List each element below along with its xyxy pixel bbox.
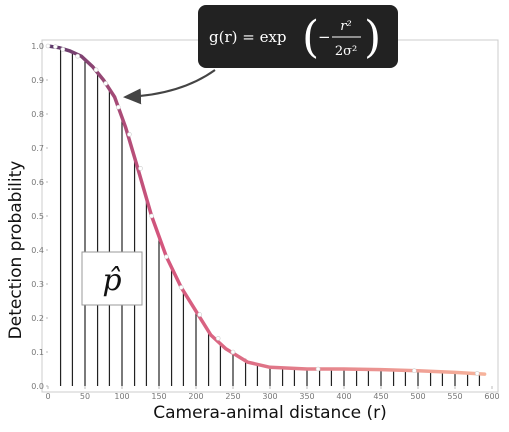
x-tick-label: 150 (151, 392, 166, 401)
curve-point (53, 44, 58, 49)
curve-point (116, 104, 121, 110)
curve-point (45, 43, 51, 49)
x-tick-label: 400 (336, 392, 351, 401)
curve-point (315, 366, 321, 372)
formula-box (198, 5, 398, 68)
x-tick-label: 250 (225, 392, 240, 401)
y-tick-label: 0.6 (31, 178, 44, 187)
y-tick-label: 0.3 (31, 280, 44, 289)
curve-point (178, 285, 184, 290)
curve-point (127, 132, 132, 137)
marks: 0.0 0.1 0.2 0.3 0.4 0.5 0.6 0.7 0.8 0.9 1.0 0 50 100 1… (31, 42, 499, 401)
curve-point (75, 53, 80, 59)
paren: ( (302, 12, 319, 63)
y-tick-label: 0.8 (31, 110, 44, 119)
x-tick-label: 600 (484, 392, 499, 401)
curve-point (60, 47, 66, 52)
curve-point (215, 336, 221, 341)
x-tick-label: 0 (45, 392, 50, 401)
y-tick-label: 0.7 (31, 144, 44, 153)
curve-point (197, 312, 202, 317)
curve-point (93, 67, 99, 73)
x-tick-label: 200 (188, 392, 203, 401)
y-tick-label: 0.4 (31, 246, 44, 255)
curve-point (149, 213, 154, 219)
x-tick-label: 300 (262, 392, 277, 401)
arrow (123, 69, 216, 105)
x-tick-label: 50 (80, 392, 90, 401)
x-tick-label: 550 (447, 392, 462, 401)
y-tick-label: 0.0 (31, 382, 44, 391)
formula: g(r) = exp ( − r² 2σ² ) (209, 12, 381, 63)
y-axis-label: Detection probability (6, 161, 26, 340)
curve-point (411, 368, 417, 374)
curve-point (164, 254, 169, 260)
formula-numerator: r² (340, 19, 351, 34)
inset-label: p̂ (102, 263, 121, 298)
x-tick-label: 500 (410, 392, 425, 401)
y-tick-label: 0.9 (31, 76, 44, 85)
x-tick-label: 100 (114, 392, 129, 401)
x-tick-label: 450 (373, 392, 388, 401)
inset-box (81, 251, 143, 306)
paren: ) (364, 12, 381, 63)
y-tick-label: 0.5 (31, 212, 44, 221)
curve-point (138, 166, 143, 171)
detection-curve (46, 44, 487, 376)
y-tick-label: 1.0 (31, 42, 44, 51)
y-tick-label: 0.1 (31, 348, 44, 357)
curve-point (230, 349, 236, 355)
x-axis-label: Camera-animal distance (r) (153, 403, 387, 423)
curve-point (103, 81, 109, 86)
x-tick-label: 350 (299, 392, 314, 401)
formula-sign: − (318, 28, 331, 46)
y-tick-label: 0.2 (31, 314, 44, 323)
curve-point (474, 371, 480, 376)
formula-denominator: 2σ² (335, 44, 357, 59)
formula-lhs: g(r) = exp (209, 28, 287, 46)
